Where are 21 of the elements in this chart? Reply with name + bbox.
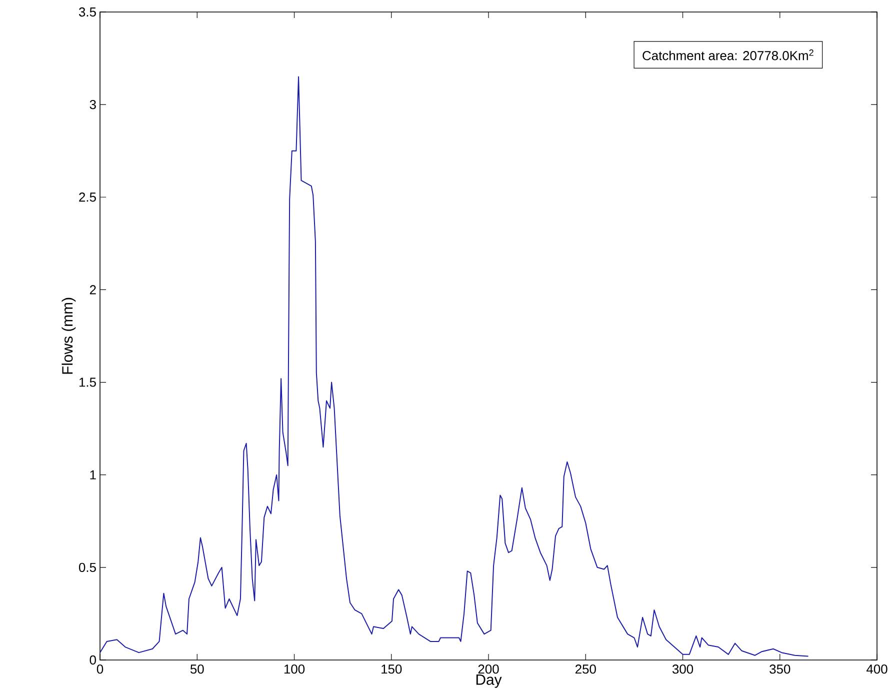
x-tick-label: 300 bbox=[672, 664, 694, 674]
x-tick-label: 200 bbox=[478, 664, 499, 674]
x-tick-label: 50 bbox=[190, 664, 204, 674]
y-axis-title: Flows (mm) bbox=[62, 298, 76, 374]
y-tick-label: 2.5 bbox=[79, 192, 96, 202]
y-tick-label: 0.5 bbox=[78, 562, 96, 572]
line-series bbox=[100, 76, 809, 657]
y-tick-label: 3.5 bbox=[78, 7, 96, 17]
x-tick-label: 400 bbox=[866, 664, 888, 674]
x-tick-label: 250 bbox=[575, 664, 596, 674]
y-tick-label: 2 bbox=[90, 285, 96, 294]
x-tick-label: 150 bbox=[382, 664, 402, 674]
y-tick-label: 1 bbox=[90, 470, 96, 480]
y-tick-label: 1.5 bbox=[79, 378, 96, 387]
x-tick-label: 100 bbox=[284, 664, 305, 674]
y-tick-label: 0 bbox=[90, 655, 96, 665]
annotation: Catchment area: 20778.0Km$^{2}$ bbox=[642, 49, 814, 60]
x-tick-label: 0 bbox=[96, 664, 104, 674]
x-axis-title: Day bbox=[476, 674, 502, 688]
y-tick-label: 3 bbox=[90, 100, 96, 110]
x-tick-label: 350 bbox=[770, 664, 790, 674]
